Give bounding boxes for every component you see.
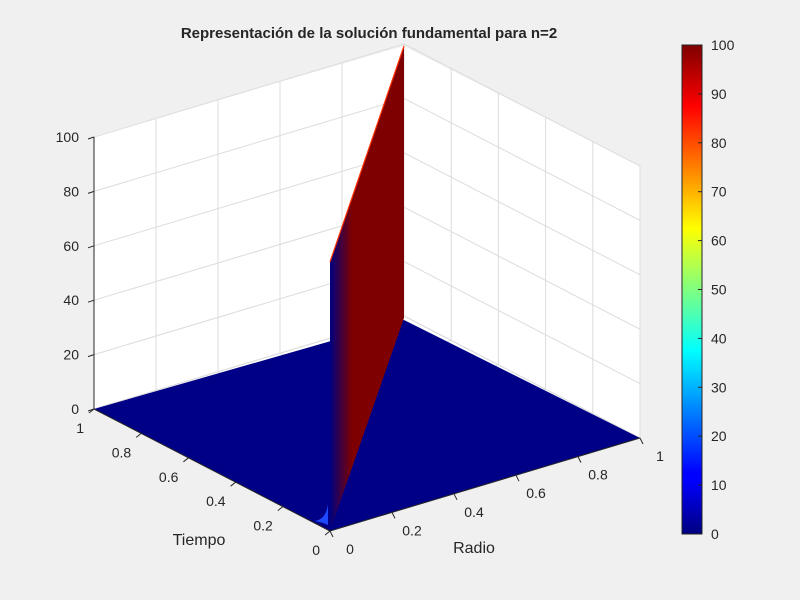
x-tick-label: 0.6 (526, 485, 546, 501)
colorbar-ticks: 0 10 20 30 40 50 60 70 80 90 100 (698, 37, 735, 542)
z-tick-label: 20 (63, 347, 79, 363)
surface-floor (94, 320, 640, 531)
colorbar-tick-label: 70 (711, 184, 727, 200)
colorbar-tick-label: 10 (711, 477, 727, 493)
z-tick-label: 60 (63, 238, 79, 254)
x-axis-label: Radio (453, 540, 495, 557)
chart-title: Representación de la solución fundamenta… (181, 25, 557, 42)
y-tick-mark (183, 457, 189, 463)
colorbar-tick-label: 20 (711, 428, 727, 444)
z-tick-label: 100 (56, 129, 80, 145)
colorbar-tick-label: 30 (711, 379, 727, 395)
x-tick-label: 0 (346, 541, 354, 557)
x-tick-label: 0.8 (588, 467, 608, 483)
y-tick-mark (230, 481, 236, 487)
left-wall-grid-line-horizontal (403, 261, 641, 385)
surface-plot (94, 45, 640, 531)
x-axis-line (329, 437, 641, 532)
x-tick-mark (515, 474, 520, 482)
colorbar-tick-label: 60 (711, 233, 727, 249)
surface-top-edge (329, 45, 405, 263)
x-tick-mark (391, 512, 396, 519)
z-tick-label: 80 (63, 183, 79, 199)
x-tick-mark (639, 437, 644, 445)
z-tick-label: 40 (63, 292, 79, 308)
y-tick-label: 0.4 (206, 493, 226, 509)
y-axis-line (93, 408, 331, 532)
left-wall-grid-line-horizontal (403, 152, 641, 276)
left-wall-grid-line-horizontal (403, 206, 641, 330)
y-tick-label: 0.8 (112, 444, 132, 460)
right-back-pane (404, 46, 640, 438)
axis-lines (93, 137, 641, 532)
colorbar-tick-label: 90 (711, 86, 727, 102)
left-wall-grid-line-horizontal (403, 315, 641, 439)
right-wall-grid-line-horizontal (93, 43, 405, 138)
x-tick-label: 0.2 (402, 522, 422, 538)
colorbar-tick-label: 0 (711, 526, 719, 542)
y-tick-label: 1 (76, 420, 84, 436)
right-wall-grid-line-horizontal (93, 152, 405, 247)
colorbar-tick-label: 50 (711, 282, 727, 298)
z-tick-mark (87, 408, 95, 412)
y-tick-label: 0.2 (253, 518, 273, 534)
z-tick-mark (87, 299, 95, 303)
colorbar-tick-label: 40 (711, 330, 727, 346)
left-wall-grid-line-horizontal (403, 97, 641, 221)
y-tick-label: 0 (312, 542, 320, 558)
z-tick-label: 0 (71, 401, 79, 417)
surface-vertical-face (330, 46, 404, 531)
z-tick-mark (87, 354, 95, 358)
x-tick-mark (453, 493, 458, 501)
tick-labels: 0 0.2 0.4 0.6 0.8 1 0 0.2 0.4 0.6 0.8 1 0 20 40 60 80 100 (56, 129, 664, 558)
y-tick-label: 0.6 (159, 469, 179, 485)
z-tick-mark (87, 245, 95, 249)
left-back-pane (94, 46, 404, 409)
z-tick-mark (87, 136, 95, 140)
y-axis-label: Tiempo (173, 532, 226, 549)
colorbar: 0 10 20 30 40 50 60 70 80 90 100 (681, 37, 735, 542)
colorbar-tick-label: 80 (711, 135, 727, 151)
y-tick-mark (324, 530, 331, 536)
right-wall-grid-line-horizontal (93, 97, 405, 192)
surface-corner-peak (314, 504, 328, 525)
z-tick-mark (87, 190, 95, 194)
y-tick-mark (135, 433, 142, 438)
y-tick-mark (277, 506, 284, 511)
left-wall-grid-line-horizontal (403, 43, 641, 167)
colorbar-tick-label: 100 (711, 37, 735, 53)
x-tick-label: 0.4 (464, 504, 484, 520)
x-tick-label: 1 (656, 448, 664, 464)
x-tick-mark (329, 530, 334, 538)
x-tick-mark (577, 456, 582, 463)
